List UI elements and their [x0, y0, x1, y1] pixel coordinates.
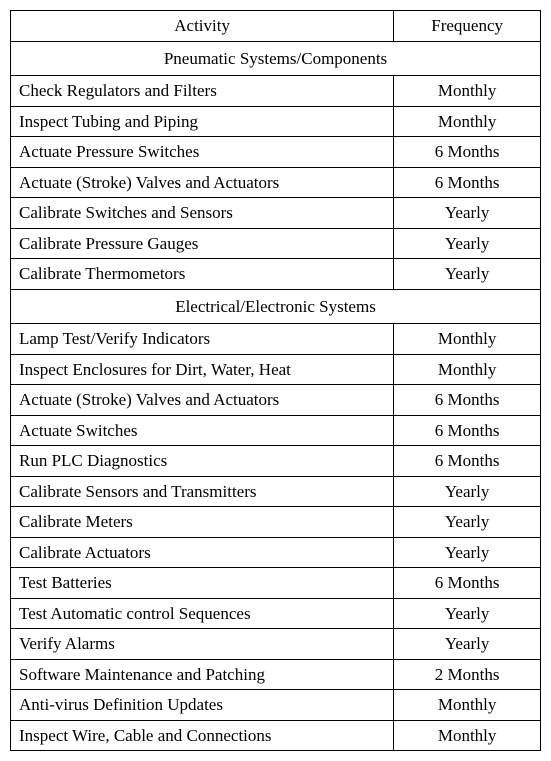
activity-cell: Actuate Switches — [11, 415, 394, 446]
activity-cell: Calibrate Thermometors — [11, 259, 394, 290]
table-row: Anti-virus Definition UpdatesMonthly — [11, 690, 541, 721]
frequency-cell: 6 Months — [394, 415, 541, 446]
table-row: Actuate Switches6 Months — [11, 415, 541, 446]
table-row: Test Automatic control SequencesYearly — [11, 598, 541, 629]
section-header-row: Pneumatic Systems/Components — [11, 41, 541, 76]
table-row: Verify AlarmsYearly — [11, 629, 541, 660]
table-row: Inspect Wire, Cable and ConnectionsMonth… — [11, 720, 541, 751]
frequency-cell: Yearly — [394, 537, 541, 568]
activity-cell: Calibrate Pressure Gauges — [11, 228, 394, 259]
activity-cell: Software Maintenance and Patching — [11, 659, 394, 690]
activity-cell: Actuate Pressure Switches — [11, 137, 394, 168]
table-row: Test Batteries6 Months — [11, 568, 541, 599]
frequency-cell: Monthly — [394, 76, 541, 107]
table-row: Run PLC Diagnostics6 Months — [11, 446, 541, 477]
frequency-cell: Monthly — [394, 324, 541, 355]
frequency-cell: Yearly — [394, 198, 541, 229]
activity-cell: Lamp Test/Verify Indicators — [11, 324, 394, 355]
table-row: Software Maintenance and Patching2 Month… — [11, 659, 541, 690]
activity-cell: Test Automatic control Sequences — [11, 598, 394, 629]
section-title: Electrical/Electronic Systems — [11, 289, 541, 324]
activity-cell: Verify Alarms — [11, 629, 394, 660]
activity-cell: Actuate (Stroke) Valves and Actuators — [11, 385, 394, 416]
frequency-cell: 6 Months — [394, 385, 541, 416]
frequency-cell: 2 Months — [394, 659, 541, 690]
frequency-cell: Yearly — [394, 476, 541, 507]
frequency-cell: Monthly — [394, 106, 541, 137]
table-body: Pneumatic Systems/ComponentsCheck Regula… — [11, 41, 541, 751]
table-row: Calibrate MetersYearly — [11, 507, 541, 538]
table-header-row: Activity Frequency — [11, 11, 541, 42]
activity-cell: Calibrate Meters — [11, 507, 394, 538]
table-row: Actuate (Stroke) Valves and Actuators6 M… — [11, 385, 541, 416]
activity-cell: Check Regulators and Filters — [11, 76, 394, 107]
activity-cell: Test Batteries — [11, 568, 394, 599]
section-header-row: Electrical/Electronic Systems — [11, 289, 541, 324]
table-row: Calibrate Pressure GaugesYearly — [11, 228, 541, 259]
activity-cell: Inspect Enclosures for Dirt, Water, Heat — [11, 354, 394, 385]
frequency-cell: 6 Months — [394, 446, 541, 477]
frequency-cell: 6 Months — [394, 167, 541, 198]
header-activity: Activity — [11, 11, 394, 42]
activity-cell: Calibrate Sensors and Transmitters — [11, 476, 394, 507]
table-row: Lamp Test/Verify IndicatorsMonthly — [11, 324, 541, 355]
activity-cell: Inspect Wire, Cable and Connections — [11, 720, 394, 751]
activity-cell: Actuate (Stroke) Valves and Actuators — [11, 167, 394, 198]
frequency-cell: 6 Months — [394, 137, 541, 168]
activity-cell: Calibrate Switches and Sensors — [11, 198, 394, 229]
table-row: Inspect Tubing and PipingMonthly — [11, 106, 541, 137]
frequency-cell: Yearly — [394, 629, 541, 660]
table-row: Inspect Enclosures for Dirt, Water, Heat… — [11, 354, 541, 385]
table-row: Calibrate ActuatorsYearly — [11, 537, 541, 568]
table-row: Calibrate Switches and SensorsYearly — [11, 198, 541, 229]
frequency-cell: Yearly — [394, 228, 541, 259]
frequency-cell: Yearly — [394, 598, 541, 629]
table-row: Calibrate Sensors and TransmittersYearly — [11, 476, 541, 507]
frequency-cell: Yearly — [394, 259, 541, 290]
section-title: Pneumatic Systems/Components — [11, 41, 541, 76]
frequency-cell: Monthly — [394, 354, 541, 385]
activity-cell: Calibrate Actuators — [11, 537, 394, 568]
frequency-cell: 6 Months — [394, 568, 541, 599]
table-row: Actuate (Stroke) Valves and Actuators6 M… — [11, 167, 541, 198]
activity-cell: Run PLC Diagnostics — [11, 446, 394, 477]
table-row: Actuate Pressure Switches6 Months — [11, 137, 541, 168]
table-row: Check Regulators and FiltersMonthly — [11, 76, 541, 107]
activity-cell: Anti-virus Definition Updates — [11, 690, 394, 721]
header-frequency: Frequency — [394, 11, 541, 42]
frequency-cell: Monthly — [394, 720, 541, 751]
frequency-cell: Monthly — [394, 690, 541, 721]
maintenance-schedule-table: Activity Frequency Pneumatic Systems/Com… — [10, 10, 541, 751]
table-row: Calibrate ThermometorsYearly — [11, 259, 541, 290]
activity-cell: Inspect Tubing and Piping — [11, 106, 394, 137]
frequency-cell: Yearly — [394, 507, 541, 538]
